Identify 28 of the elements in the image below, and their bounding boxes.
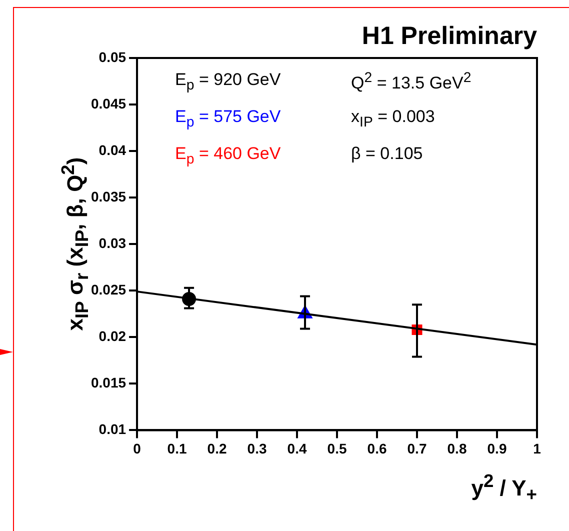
x-tick-label: 0 xyxy=(133,440,142,456)
y-tick-label: 0.045 xyxy=(90,95,126,112)
x-tick-label: 0.1 xyxy=(167,440,187,456)
y-tick-label: 0.03 xyxy=(98,234,126,251)
annotation: Q$^{2}$ = 13.5 GeV$^{2}$ xyxy=(351,70,472,94)
y-tick-label: 0.04 xyxy=(98,142,126,158)
annotation: x$_{IP}$ = 0.003 xyxy=(351,107,435,130)
x-tick-label: 0.7 xyxy=(407,440,427,456)
x-axis-title: y$^{2}$ / Y$_{+}$ xyxy=(471,470,537,506)
y-tick-label: 0.035 xyxy=(90,188,126,204)
y-tick-label: 0.01 xyxy=(98,421,126,438)
x-tick-label: 0.6 xyxy=(367,440,387,456)
x-tick-label: 0.8 xyxy=(447,440,467,456)
x-tick-label: 0.9 xyxy=(487,440,507,456)
y-tick-label: 0.05 xyxy=(98,48,126,65)
y-tick-label: 0.02 xyxy=(98,328,126,344)
annotation: β = 0.105 xyxy=(351,144,423,164)
x-tick-label: 0.2 xyxy=(207,440,227,456)
x-tick-label: 0.4 xyxy=(287,440,307,456)
x-tick-label: 1 xyxy=(533,440,542,456)
chart-title: H1 Preliminary xyxy=(362,22,537,51)
text: E$_{p}$ = 460 GeV xyxy=(175,144,281,168)
y-tick-label: 0.015 xyxy=(90,374,126,391)
y-tick-label: 0.025 xyxy=(90,281,126,298)
text: E$_{p}$ = 575 GeV xyxy=(175,107,281,130)
x-tick-label: 0.5 xyxy=(327,440,347,456)
x-tick-label: 0.3 xyxy=(247,440,267,456)
text: E$_{p}$ = 920 GeV xyxy=(175,70,281,94)
